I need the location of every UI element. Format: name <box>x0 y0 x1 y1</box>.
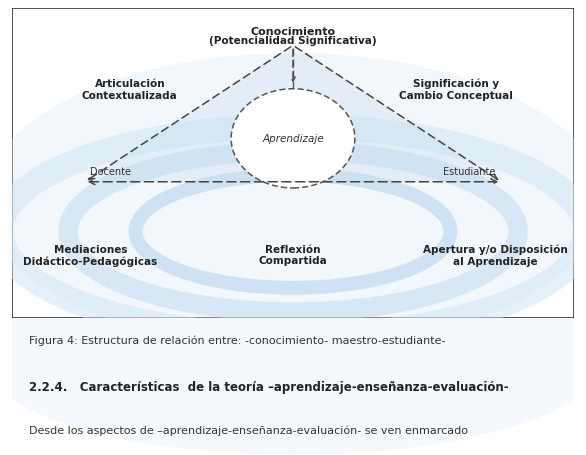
Text: 2.2.4.   Características  de la teoría –aprendizaje-enseñanza-evaluación-: 2.2.4. Características de la teoría –apr… <box>29 380 508 393</box>
Text: (Potencialidad Significativa): (Potencialidad Significativa) <box>209 36 377 46</box>
Polygon shape <box>85 46 501 182</box>
Text: Articulación
Contextualizada: Articulación Contextualizada <box>82 79 178 100</box>
Text: Significación y
Cambio Conceptual: Significación y Cambio Conceptual <box>399 79 513 101</box>
Text: Apertura y/o Disposición
al Aprendizaje: Apertura y/o Disposición al Aprendizaje <box>423 244 568 266</box>
Text: Conocimiento: Conocimiento <box>250 27 336 37</box>
Text: Reflexión
Compartida: Reflexión Compartida <box>258 244 328 266</box>
Text: Docente: Docente <box>90 166 131 176</box>
Ellipse shape <box>231 90 355 188</box>
Text: Mediaciones
Didáctico-Pedagógicas: Mediaciones Didáctico-Pedagógicas <box>23 244 158 266</box>
Ellipse shape <box>0 264 586 455</box>
Ellipse shape <box>0 54 586 348</box>
Text: Desde los aspectos de –aprendizaje-enseñanza-evaluación- se ven enmarcado: Desde los aspectos de –aprendizaje-enseñ… <box>29 425 468 435</box>
Text: Figura 4: Estructura de relación entre: -conocimiento- maestro-estudiante-: Figura 4: Estructura de relación entre: … <box>29 335 445 345</box>
FancyBboxPatch shape <box>12 9 574 318</box>
Text: Estudiante: Estudiante <box>443 166 496 176</box>
Text: Aprendizaje: Aprendizaje <box>262 134 324 144</box>
